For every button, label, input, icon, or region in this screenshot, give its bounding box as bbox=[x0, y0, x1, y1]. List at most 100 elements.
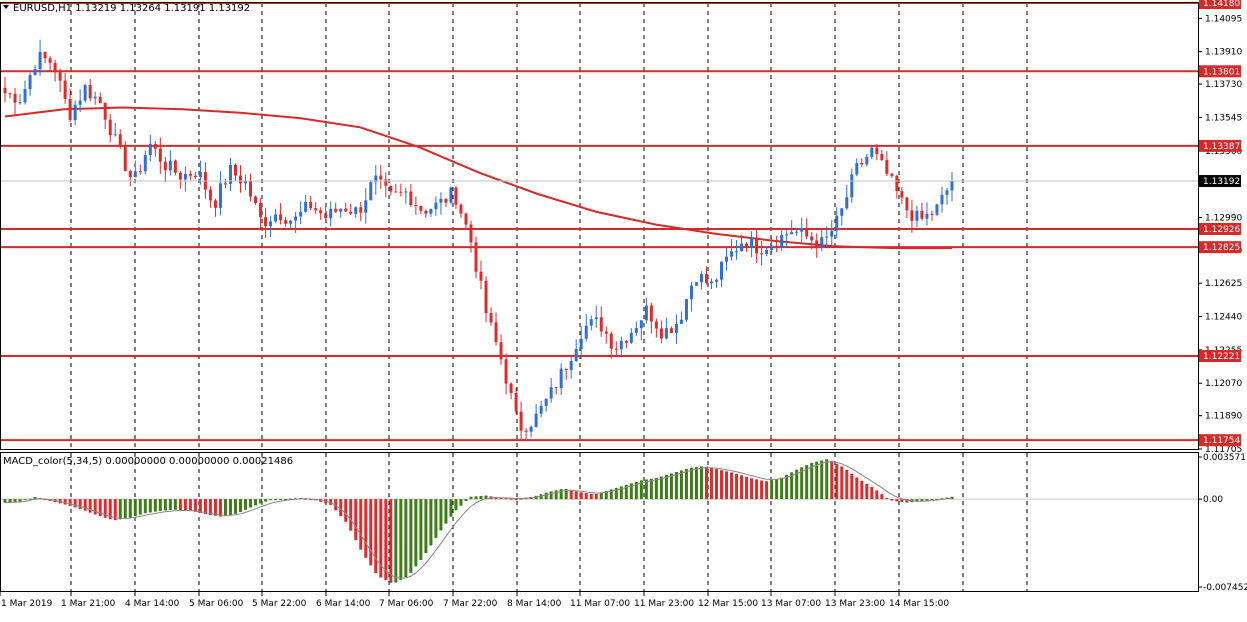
candle-body bbox=[374, 175, 378, 183]
candle bbox=[614, 341, 618, 357]
candle-body bbox=[880, 154, 884, 160]
macd-bar bbox=[654, 477, 658, 500]
candle bbox=[168, 150, 172, 176]
macd-bar bbox=[920, 499, 924, 502]
candle-body bbox=[58, 72, 62, 81]
candle bbox=[930, 210, 934, 221]
x-tick-label: 8 Mar 14:00 bbox=[507, 599, 562, 609]
candle-body bbox=[654, 321, 658, 329]
macd-bar bbox=[855, 477, 859, 500]
macd-bar bbox=[599, 492, 603, 500]
candle bbox=[33, 65, 37, 76]
time-axis: 1 Mar 2019 1 Mar 21:00 4 Mar 14:00 5 Mar 06… bbox=[0, 592, 949, 609]
macd-bar bbox=[594, 493, 598, 500]
candle-body bbox=[13, 93, 17, 103]
candle bbox=[384, 172, 388, 198]
candle-body bbox=[835, 215, 839, 231]
macd-bar bbox=[274, 499, 278, 501]
symbol-menu-icon[interactable] bbox=[3, 5, 9, 9]
candle-body bbox=[369, 182, 373, 201]
level-tag bbox=[1199, 241, 1241, 254]
candle bbox=[188, 170, 192, 181]
candle bbox=[569, 355, 573, 379]
candle-body bbox=[755, 237, 759, 254]
candle bbox=[735, 240, 739, 260]
candle-body bbox=[624, 340, 628, 343]
candle-body bbox=[589, 319, 593, 326]
candle bbox=[604, 326, 608, 344]
macd-bar bbox=[359, 499, 363, 550]
candle bbox=[474, 236, 478, 279]
candle-body bbox=[815, 240, 819, 248]
macd-bar bbox=[815, 461, 819, 500]
macd-bar bbox=[674, 471, 678, 500]
candle-body bbox=[279, 214, 283, 221]
candle bbox=[599, 306, 603, 337]
candle bbox=[178, 171, 182, 189]
candle bbox=[259, 198, 263, 229]
candle-body bbox=[915, 210, 919, 221]
candle bbox=[98, 92, 102, 104]
macd-bar bbox=[880, 494, 884, 500]
candle bbox=[875, 144, 879, 161]
candle bbox=[750, 231, 754, 258]
candle-body bbox=[163, 161, 167, 171]
level-tag bbox=[1199, 434, 1241, 447]
candle-body bbox=[569, 360, 573, 370]
candle-body bbox=[704, 274, 708, 283]
candle bbox=[775, 235, 779, 252]
candle-body bbox=[820, 237, 824, 248]
macd-bar bbox=[905, 499, 909, 503]
macd-bar bbox=[18, 499, 22, 502]
candle bbox=[589, 315, 593, 331]
candle-body bbox=[213, 200, 217, 208]
macd-bar bbox=[930, 499, 934, 501]
candle-body bbox=[464, 213, 468, 225]
macd-bar bbox=[349, 499, 353, 531]
candle-body bbox=[188, 173, 192, 176]
moving-average bbox=[4, 106, 952, 250]
candle bbox=[669, 326, 673, 334]
candle bbox=[715, 278, 719, 288]
macd-bar bbox=[639, 480, 643, 500]
candle-body bbox=[33, 69, 37, 76]
candle-body bbox=[218, 183, 222, 208]
macd-bar bbox=[614, 487, 618, 500]
candle bbox=[940, 186, 944, 213]
candle-body bbox=[118, 134, 122, 147]
candle bbox=[830, 220, 834, 246]
candle-body bbox=[38, 51, 42, 70]
candle bbox=[228, 157, 232, 192]
candle-body bbox=[684, 299, 688, 320]
level-tag bbox=[1199, 65, 1241, 78]
candle-body bbox=[238, 175, 242, 184]
candle-body bbox=[384, 179, 388, 186]
candle-body bbox=[579, 338, 583, 350]
candle-body bbox=[474, 242, 478, 272]
macd-bar bbox=[559, 489, 563, 500]
macd-frame bbox=[0, 452, 1199, 592]
candle bbox=[740, 234, 744, 252]
candle-body bbox=[599, 317, 603, 332]
candle-body bbox=[765, 249, 769, 255]
candle bbox=[730, 239, 734, 261]
macd-bar bbox=[785, 475, 789, 500]
candle-body bbox=[23, 89, 27, 103]
candle-body bbox=[740, 243, 744, 252]
candle-body bbox=[534, 413, 538, 427]
macd-bar bbox=[28, 498, 32, 500]
candle bbox=[419, 205, 423, 215]
macd-bar bbox=[289, 498, 293, 500]
candle bbox=[233, 163, 237, 181]
x-tick-label: 4 Mar 14:00 bbox=[125, 599, 180, 609]
macd-bar bbox=[755, 479, 759, 500]
macd-bar bbox=[720, 470, 724, 500]
macd-bar bbox=[464, 499, 468, 502]
candle bbox=[910, 199, 914, 233]
macd-bar bbox=[163, 499, 167, 511]
candle-body bbox=[709, 281, 713, 283]
candle-body bbox=[674, 323, 678, 333]
level-tag bbox=[1199, 139, 1241, 152]
candle-body bbox=[725, 256, 729, 262]
macd-bar bbox=[694, 467, 698, 500]
